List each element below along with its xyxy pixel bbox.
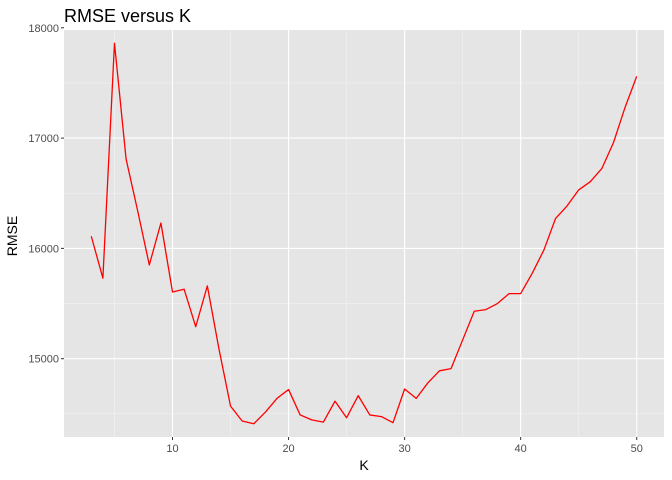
y-tick-label: 15000: [28, 354, 59, 366]
y-tick-label: 17000: [28, 133, 59, 145]
y-axis-title: RMSE: [4, 216, 20, 256]
chart-title: RMSE versus K: [64, 6, 191, 26]
x-axis-title: K: [359, 457, 369, 473]
x-tick-label: 50: [631, 443, 643, 455]
x-tick-label: 30: [398, 443, 410, 455]
y-tick-label: 16000: [28, 243, 59, 255]
x-tick-label: 40: [515, 443, 527, 455]
x-tick-label: 20: [282, 443, 294, 455]
x-tick-label: 10: [166, 443, 178, 455]
plot-panel: [64, 30, 664, 437]
y-tick-label: 18000: [28, 23, 59, 35]
